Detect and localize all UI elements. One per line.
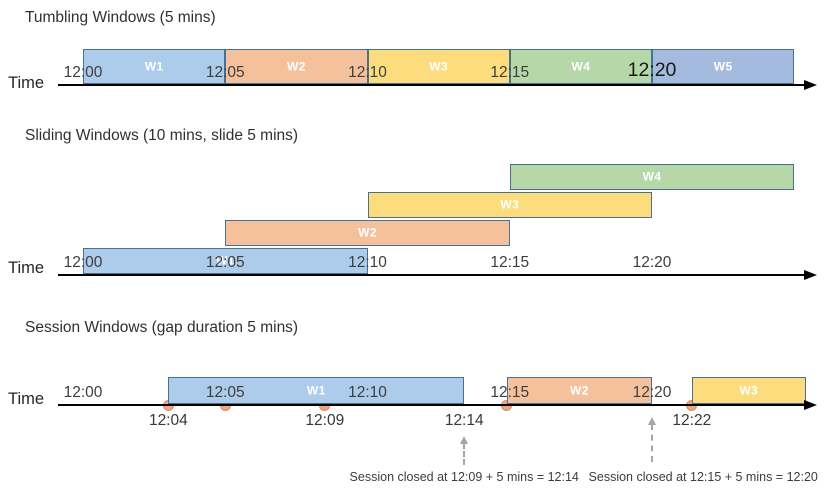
- window-label: W3: [429, 58, 449, 73]
- time-axis-label: Time: [8, 74, 45, 92]
- window-box-w1: W1: [83, 248, 368, 274]
- window-label: W3: [500, 197, 520, 212]
- window-box-w4: W4: [509, 164, 795, 190]
- window-label: W2: [358, 225, 377, 240]
- window-box-w2: W2: [225, 220, 510, 246]
- window-label: W2: [570, 382, 589, 397]
- time-axis-label: Time: [8, 390, 45, 408]
- section-title: Sliding Windows (10 mins, slide 5 mins): [25, 127, 299, 144]
- window-box-w1: W1: [83, 49, 226, 84]
- window-label: W1: [215, 253, 235, 268]
- tick-label: 12:00: [63, 384, 103, 401]
- window-label: W3: [739, 382, 759, 397]
- time-axis-label: Time: [8, 259, 45, 277]
- window-box-w2: W2: [225, 49, 368, 84]
- event-time-label: 12:22: [672, 412, 712, 429]
- section-title: Tumbling Windows (5 mins): [25, 9, 216, 26]
- window-label: W1: [306, 382, 326, 397]
- window-label: W1: [144, 58, 164, 73]
- annotation-text: Session closed at 12:15 + 5 mins = 12:20: [588, 470, 818, 484]
- window-box-w4: W4: [509, 49, 652, 84]
- window-box-w3: W3: [367, 49, 510, 84]
- window-box-w3: W3: [367, 192, 652, 218]
- section-title: Session Windows (gap duration 5 mins): [25, 319, 299, 336]
- time-axis-line: [58, 84, 806, 86]
- time-axis-arrowhead: [804, 400, 817, 410]
- time-axis-arrowhead: [804, 80, 817, 90]
- annotation-arrow: [463, 443, 466, 465]
- time-axis-line: [58, 274, 806, 276]
- annotation-text: Session closed at 12:09 + 5 mins = 12:14: [349, 470, 579, 484]
- time-axis-arrowhead: [804, 270, 817, 280]
- window-box-w2: W2: [506, 377, 652, 404]
- time-axis-line: [58, 404, 806, 406]
- window-box-w1: W1: [168, 377, 465, 404]
- annotation-arrow-head: [647, 417, 656, 425]
- window-label: W5: [713, 58, 733, 73]
- window-box-w3: W3: [691, 377, 806, 404]
- event-time-label: 12:04: [148, 412, 188, 429]
- window-box-w5: W5: [652, 49, 795, 84]
- annotation-arrow-head: [459, 436, 468, 444]
- window-label: W4: [571, 58, 591, 73]
- window-label: W2: [286, 58, 306, 73]
- annotation-arrow: [651, 424, 653, 462]
- event-time-label: 12:09: [305, 412, 345, 429]
- window-label: W4: [642, 169, 662, 184]
- event-time-label: 12:14: [444, 412, 484, 429]
